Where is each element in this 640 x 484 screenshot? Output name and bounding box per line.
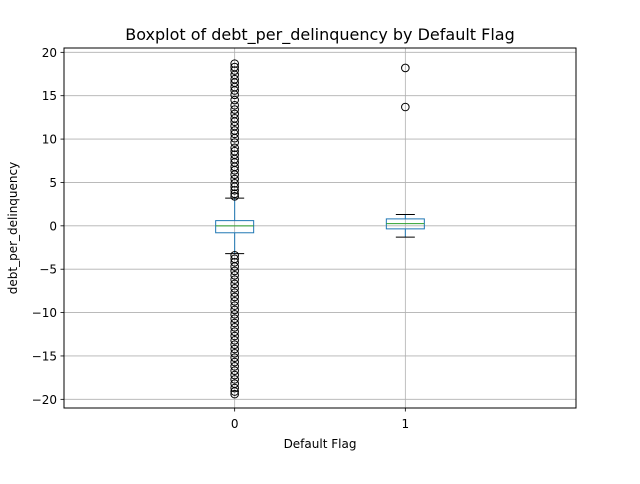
outlier-point [230,283,239,293]
outlier-point [230,279,239,289]
outlier-point [230,389,239,399]
outlier-point [230,179,239,188]
y-tick-label: 10 [42,133,57,147]
outlier-point [230,323,239,332]
outlier-point [401,102,410,112]
outlier-point [230,266,239,276]
outlier-point [230,318,239,328]
outlier-point [230,138,239,147]
outlier-point [230,100,239,110]
outlier-point [230,262,239,271]
outlier-point [230,344,239,354]
outlier-point [230,327,239,336]
outlier-point [230,95,239,105]
x-tick-label: 0 [231,417,239,431]
outlier-point [230,336,239,345]
y-tick-label: 15 [42,89,57,103]
outlier-point [230,288,239,297]
outlier-point [230,340,239,349]
y-tick-label: 5 [49,176,57,190]
outlier-point [230,170,239,179]
outlier-point [230,185,239,195]
plot-frame [63,47,577,409]
outlier-point [230,357,239,367]
outlier-point [230,182,239,192]
outlier-point [230,117,239,127]
outlier-point [230,192,239,201]
y-tick-label: 0 [49,219,57,233]
outlier-point [230,105,239,114]
tick-layer: −20 −15 −10 −5 0 5 10 15 20 0 1 [32,46,409,431]
outlier-point [230,366,239,375]
box-group-1 [385,63,425,238]
outlier-point [230,257,239,267]
outlier-point [230,297,239,306]
outlier-point [230,301,239,310]
y-tick-label: −5 [39,263,57,277]
outlier-point [230,59,239,68]
outlier-point [230,292,239,302]
outlier-point [230,189,239,199]
outlier-point [230,353,239,362]
outlier-point [230,143,239,153]
outlier-point [230,310,239,319]
iqr-box [215,220,255,234]
box-layer [215,59,425,399]
outlier-point [230,314,239,323]
x-axis-label: Default Flag [284,437,357,451]
y-tick-label: −15 [32,349,57,363]
outlier-point [230,349,239,358]
outlier-point [230,331,239,341]
outlier-point [230,387,239,396]
outlier-point [401,63,410,73]
outlier-point [230,66,239,75]
outlier-point [230,133,239,143]
y-axis-label: debt_per_delinquency [6,162,20,294]
outlier-point [230,275,239,284]
outlier-point [230,90,239,100]
outlier-point [230,251,239,260]
outlier-point [230,129,239,139]
outlier-point [230,166,239,175]
y-tick-label: −20 [32,393,57,407]
outlier-point [230,383,239,393]
outlier-point [230,370,239,380]
outlier-point [230,362,239,371]
chart-title: Boxplot of debt_per_delinquency by Defau… [125,25,515,45]
y-tick-label: 20 [42,46,57,60]
outlier-point [230,375,239,384]
y-tick-label: −10 [32,306,57,320]
outlier-point [230,305,239,315]
outlier-point [230,270,239,280]
x-tick-label: 1 [402,417,410,431]
box-group-0 [215,59,255,399]
outlier-point [230,86,239,95]
